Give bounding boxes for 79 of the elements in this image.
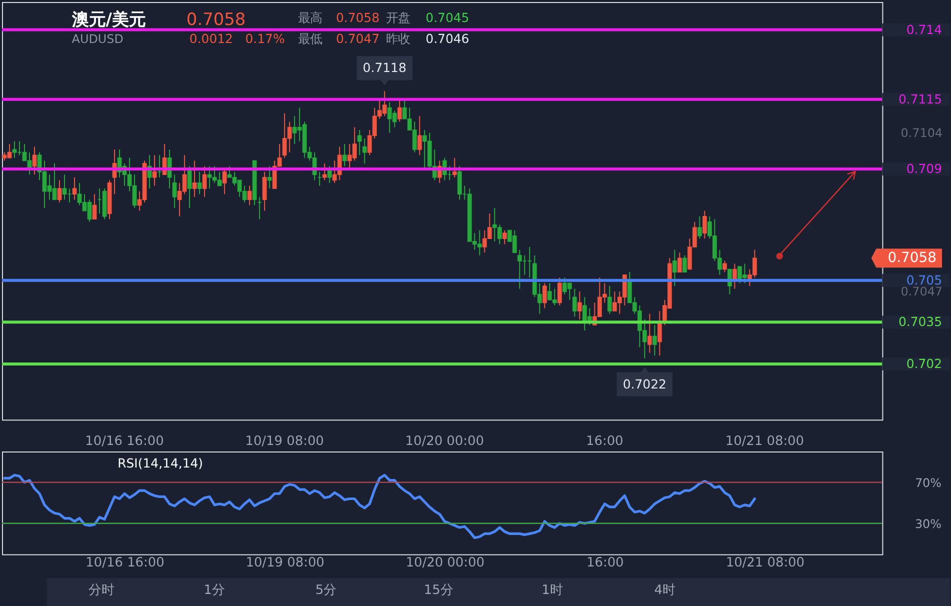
candlestick — [92, 194, 97, 220]
ref-line-label: 0.7035 — [898, 314, 942, 330]
candlestick — [267, 166, 272, 190]
candlestick — [322, 162, 327, 181]
candlestick — [262, 171, 267, 212]
candlestick — [452, 157, 457, 178]
annotation: 最高 — [298, 10, 322, 25]
y-tick-label: 30% — [914, 516, 942, 531]
candlestick — [362, 138, 367, 164]
ref-line-label: 0.705 — [906, 272, 942, 288]
candlestick — [607, 285, 612, 314]
annotation: 0.0012 — [189, 30, 233, 46]
candlestick — [647, 313, 652, 354]
candlestick — [72, 176, 77, 200]
text: 4时 — [654, 583, 676, 598]
annotation: 0.7047 — [336, 30, 380, 46]
x-tick-label: 10/21 08:00 — [726, 556, 805, 571]
candlestick — [57, 180, 62, 203]
text: 15分 — [424, 583, 454, 598]
text: 分时 — [88, 583, 115, 598]
candlestick — [652, 324, 657, 356]
candlestick — [557, 277, 562, 306]
candlestick — [197, 171, 202, 195]
candlestick — [192, 160, 197, 198]
candlestick — [682, 254, 687, 273]
annotation: 0.7058 — [186, 8, 246, 29]
x-tick-label: 16:00 — [586, 434, 624, 450]
candlestick — [702, 210, 707, 240]
annotation: 开盘 — [386, 10, 410, 25]
annotation: 0.17% — [245, 30, 285, 46]
candlestick — [342, 143, 347, 167]
candlestick — [397, 98, 402, 122]
ref-line-label: 0.702 — [906, 356, 942, 371]
x-tick-label: 10/16 16:00 — [85, 434, 164, 450]
annotation: 最低 — [298, 30, 322, 46]
candlestick — [572, 288, 577, 318]
candlestick — [247, 185, 252, 206]
text: 5分 — [315, 583, 337, 598]
y-tick-label: 0.7047 — [900, 284, 943, 299]
ref-line-label: 0.714 — [906, 22, 942, 37]
candlestick — [172, 174, 177, 209]
annotation: 0.7022 — [622, 376, 666, 392]
x-tick-label: 10/21 08:00 — [725, 434, 804, 450]
candlestick — [417, 116, 422, 156]
chart-title: RSI(14,14,14) — [118, 455, 204, 470]
annotation: 0.7118 — [362, 60, 406, 76]
candlestick — [202, 166, 207, 198]
text: 0.7058 — [888, 250, 937, 266]
text: AUDUSD — [72, 32, 124, 46]
candlestick — [672, 249, 677, 286]
annotation: 0.7058 — [336, 10, 380, 25]
annotation: 0.7045 — [426, 10, 470, 25]
candlestick — [542, 282, 547, 309]
candlestick — [722, 260, 727, 273]
chart-title: 澳元/美元 — [70, 8, 146, 29]
text: 1时 — [542, 583, 563, 598]
y-tick-label: 0.7104 — [900, 126, 943, 140]
x-tick-label: 10/19 08:00 — [246, 556, 324, 571]
ref-line-label: 0.7115 — [898, 91, 942, 106]
candlestick — [657, 310, 662, 356]
candlestick — [697, 216, 702, 240]
x-tick-label: 16:00 — [586, 556, 624, 571]
x-tick-label: 10/16 16:00 — [86, 556, 164, 571]
candlestick — [222, 168, 227, 195]
x-tick-label: 10/20 00:00 — [405, 434, 484, 450]
candlestick — [502, 230, 507, 245]
candlestick — [677, 252, 682, 273]
annotation: 昨收 — [386, 30, 410, 46]
candlestick — [32, 146, 37, 176]
ref-line-label: 0.709 — [906, 161, 942, 176]
annotation: 0.7046 — [426, 30, 470, 46]
x-tick-label: 10/19 08:00 — [245, 434, 324, 450]
candlestick — [577, 291, 582, 320]
candlestick — [357, 130, 362, 156]
candlestick — [152, 154, 157, 186]
text: 1分 — [204, 583, 225, 598]
x-tick-label: 10/20 00:00 — [406, 556, 484, 571]
y-tick-label: 70% — [914, 476, 942, 490]
line-series — [3, 474, 756, 540]
